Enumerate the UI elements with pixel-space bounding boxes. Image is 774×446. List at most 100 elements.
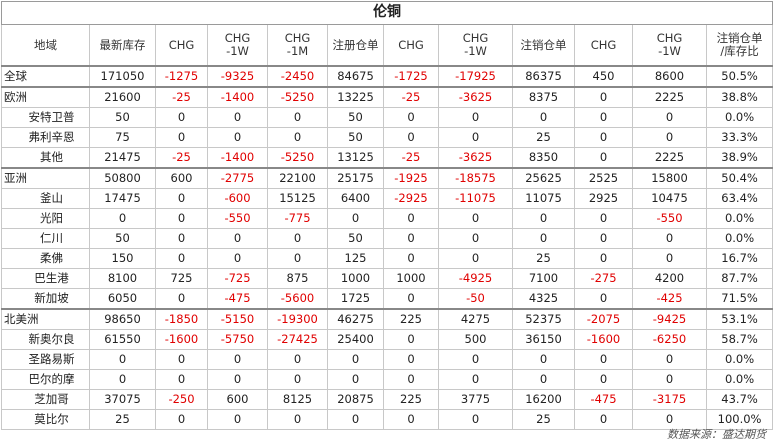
- value-cell: 0: [327, 409, 384, 430]
- column-header: 地域: [1, 24, 90, 67]
- table-row: 欧洲 21600 -25 -1400 -5250 13225 -25 -3625 8375 0 22…: [1, 86, 774, 108]
- value-cell: 500: [438, 329, 513, 350]
- value-cell: 0: [155, 248, 208, 269]
- value-cell: 0: [574, 288, 633, 310]
- value-cell: 0: [438, 107, 513, 128]
- value-cell: 0: [327, 349, 384, 370]
- value-cell: 50: [89, 107, 156, 128]
- warehouse-name-cell: 巴尔的摩: [1, 369, 90, 390]
- value-cell: 0: [574, 208, 633, 229]
- region-name-cell: 全球: [1, 65, 90, 88]
- value-cell: -2450: [267, 65, 328, 88]
- value-cell: 0: [155, 127, 208, 148]
- value-cell: 37075: [89, 389, 156, 410]
- value-cell: -3175: [632, 389, 707, 410]
- warehouse-name-cell: 其他: [1, 147, 90, 169]
- warehouse-name-cell: 新加坡: [1, 288, 90, 310]
- value-cell: 0: [327, 208, 384, 229]
- value-cell: -250: [155, 389, 208, 410]
- value-cell: 725: [155, 268, 208, 289]
- value-cell: 0: [574, 107, 633, 128]
- value-cell: 38.8%: [705, 86, 774, 108]
- warehouse-name-cell: 仁川: [1, 228, 90, 249]
- value-cell: 1725: [327, 288, 384, 310]
- value-cell: 25400: [327, 329, 384, 350]
- value-cell: 11075: [512, 188, 575, 209]
- value-cell: 6050: [89, 288, 156, 310]
- value-cell: 0.0%: [705, 228, 774, 249]
- value-cell: 15800: [632, 167, 707, 189]
- warehouse-name-cell: 芝加哥: [1, 389, 90, 410]
- value-cell: -50: [438, 288, 513, 310]
- table-title: 伦铜: [0, 1, 774, 25]
- column-header: CHG: [383, 24, 439, 67]
- warehouse-name-cell: 新奥尔良: [1, 329, 90, 350]
- value-cell: 84675: [327, 65, 384, 88]
- value-cell: 25625: [512, 167, 575, 189]
- value-cell: 0: [574, 86, 633, 108]
- value-cell: 0: [89, 349, 156, 370]
- value-cell: -1600: [574, 329, 633, 350]
- value-cell: 52375: [512, 308, 575, 330]
- table-row: 光阳 0 0 -550 -775 0 0 0 0 0 -550 0.0%: [1, 208, 774, 229]
- value-cell: 600: [207, 389, 268, 410]
- table-title-row: 伦铜: [0, 1, 774, 25]
- value-cell: 0: [383, 409, 439, 430]
- value-cell: 0: [632, 409, 707, 430]
- table-row: 莫比尔 25 0 0 0 0 0 0 25 0 0 100.0%: [1, 409, 774, 430]
- value-cell: 0.0%: [705, 349, 774, 370]
- value-cell: 125: [327, 248, 384, 269]
- value-cell: 875: [267, 268, 328, 289]
- value-cell: 0: [512, 369, 575, 390]
- value-cell: 0: [155, 409, 208, 430]
- value-cell: -25: [383, 86, 439, 108]
- value-cell: 0: [574, 248, 633, 269]
- value-cell: 0: [155, 288, 208, 310]
- value-cell: 0: [207, 248, 268, 269]
- warehouse-name-cell: 圣路易斯: [1, 349, 90, 370]
- table-body: 伦铜 地域 最新库存 CHG CHG -1W CHG -1M 注册仓单 CHG CHG -1W 注销仓…: [0, 1, 774, 430]
- value-cell: 0: [438, 369, 513, 390]
- value-cell: 450: [574, 65, 633, 88]
- value-cell: 0: [512, 107, 575, 128]
- value-cell: 4325: [512, 288, 575, 310]
- value-cell: -9325: [207, 65, 268, 88]
- value-cell: 1000: [327, 268, 384, 289]
- value-cell: 17475: [89, 188, 156, 209]
- value-cell: 2925: [574, 188, 633, 209]
- value-cell: 0: [267, 369, 328, 390]
- value-cell: 0: [574, 409, 633, 430]
- value-cell: 8125: [267, 389, 328, 410]
- warehouse-name-cell: 弗利辛恩: [1, 127, 90, 148]
- value-cell: 0: [383, 349, 439, 370]
- value-cell: 0: [632, 107, 707, 128]
- table-row: 北美洲 98650 -1850 -5150 -19300 46275 225 4275 5237…: [1, 308, 774, 330]
- column-header: CHG: [574, 24, 633, 67]
- value-cell: 0: [632, 127, 707, 148]
- value-cell: -9425: [632, 308, 707, 330]
- value-cell: -25: [155, 147, 208, 169]
- value-cell: 0: [207, 127, 268, 148]
- value-cell: 25175: [327, 167, 384, 189]
- value-cell: 20875: [327, 389, 384, 410]
- value-cell: 0: [207, 228, 268, 249]
- value-cell: 16200: [512, 389, 575, 410]
- value-cell: 13225: [327, 86, 384, 108]
- value-cell: -1925: [383, 167, 439, 189]
- value-cell: 0: [438, 248, 513, 269]
- value-cell: -275: [574, 268, 633, 289]
- value-cell: 0: [512, 208, 575, 229]
- value-cell: 0: [267, 248, 328, 269]
- value-cell: 0: [155, 369, 208, 390]
- value-cell: -18575: [438, 167, 513, 189]
- value-cell: 0: [155, 349, 208, 370]
- value-cell: 13125: [327, 147, 384, 169]
- column-header: 注册仓单: [327, 24, 384, 67]
- value-cell: 22100: [267, 167, 328, 189]
- value-cell: -19300: [267, 308, 328, 330]
- value-cell: 0: [632, 248, 707, 269]
- warehouse-name-cell: 莫比尔: [1, 409, 90, 430]
- value-cell: 87.7%: [705, 268, 774, 289]
- value-cell: 0: [438, 409, 513, 430]
- value-cell: 25: [512, 248, 575, 269]
